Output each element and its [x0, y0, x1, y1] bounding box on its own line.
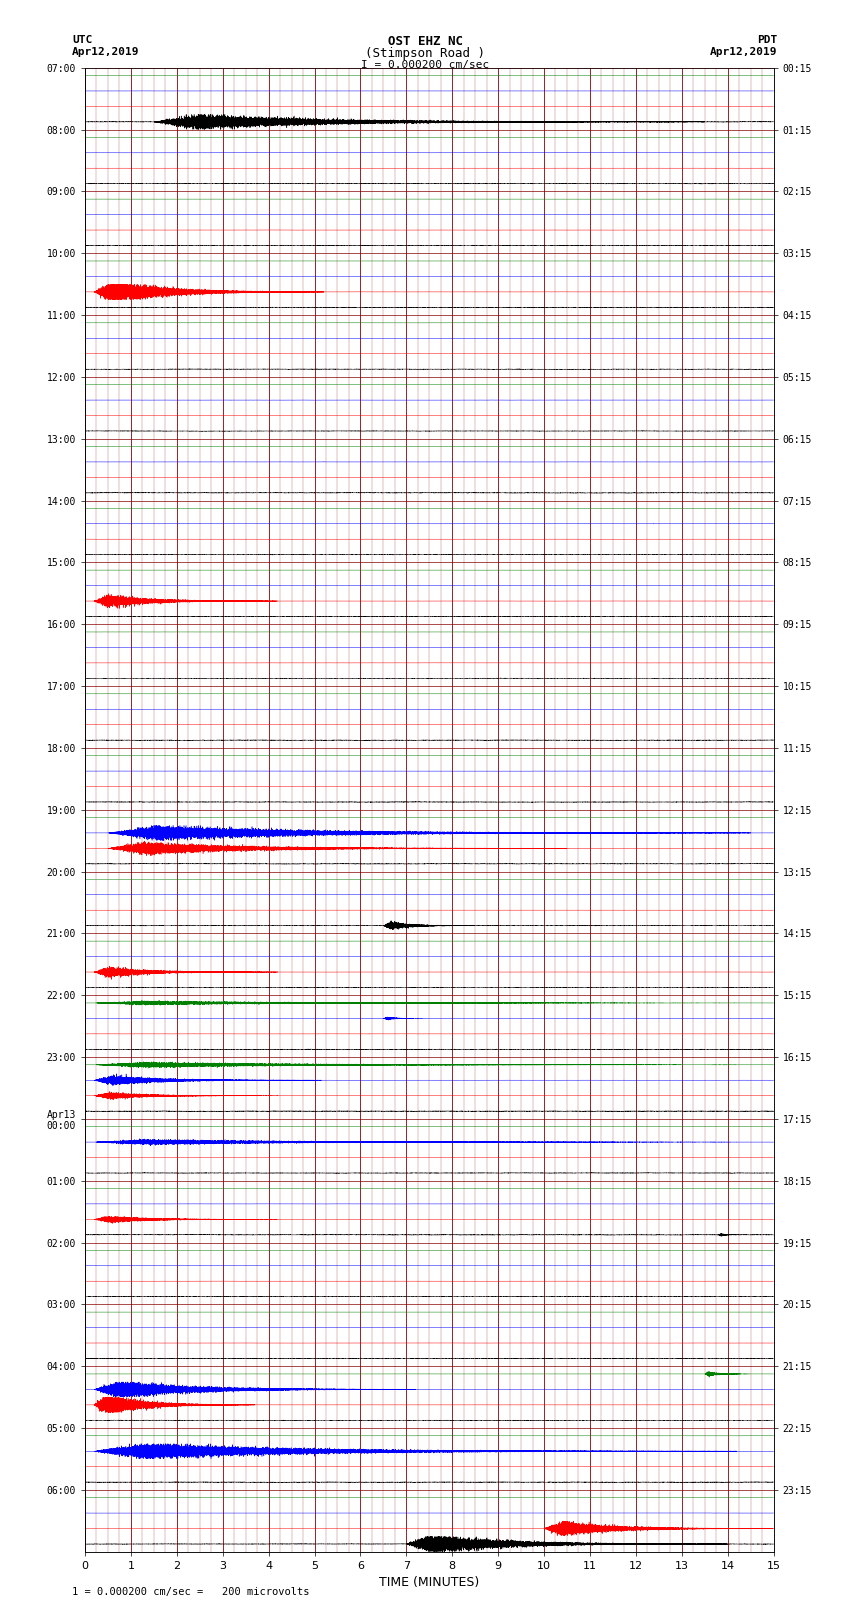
X-axis label: TIME (MINUTES): TIME (MINUTES) — [379, 1576, 479, 1589]
Text: PDT: PDT — [757, 35, 778, 45]
Text: Apr12,2019: Apr12,2019 — [711, 47, 778, 56]
Text: Apr12,2019: Apr12,2019 — [72, 47, 139, 56]
Text: UTC: UTC — [72, 35, 93, 45]
Text: OST EHZ NC: OST EHZ NC — [388, 35, 462, 48]
Text: I = 0.000200 cm/sec: I = 0.000200 cm/sec — [361, 60, 489, 69]
Text: 1 = 0.000200 cm/sec =   200 microvolts: 1 = 0.000200 cm/sec = 200 microvolts — [72, 1587, 309, 1597]
Text: (Stimpson Road ): (Stimpson Road ) — [365, 47, 485, 60]
